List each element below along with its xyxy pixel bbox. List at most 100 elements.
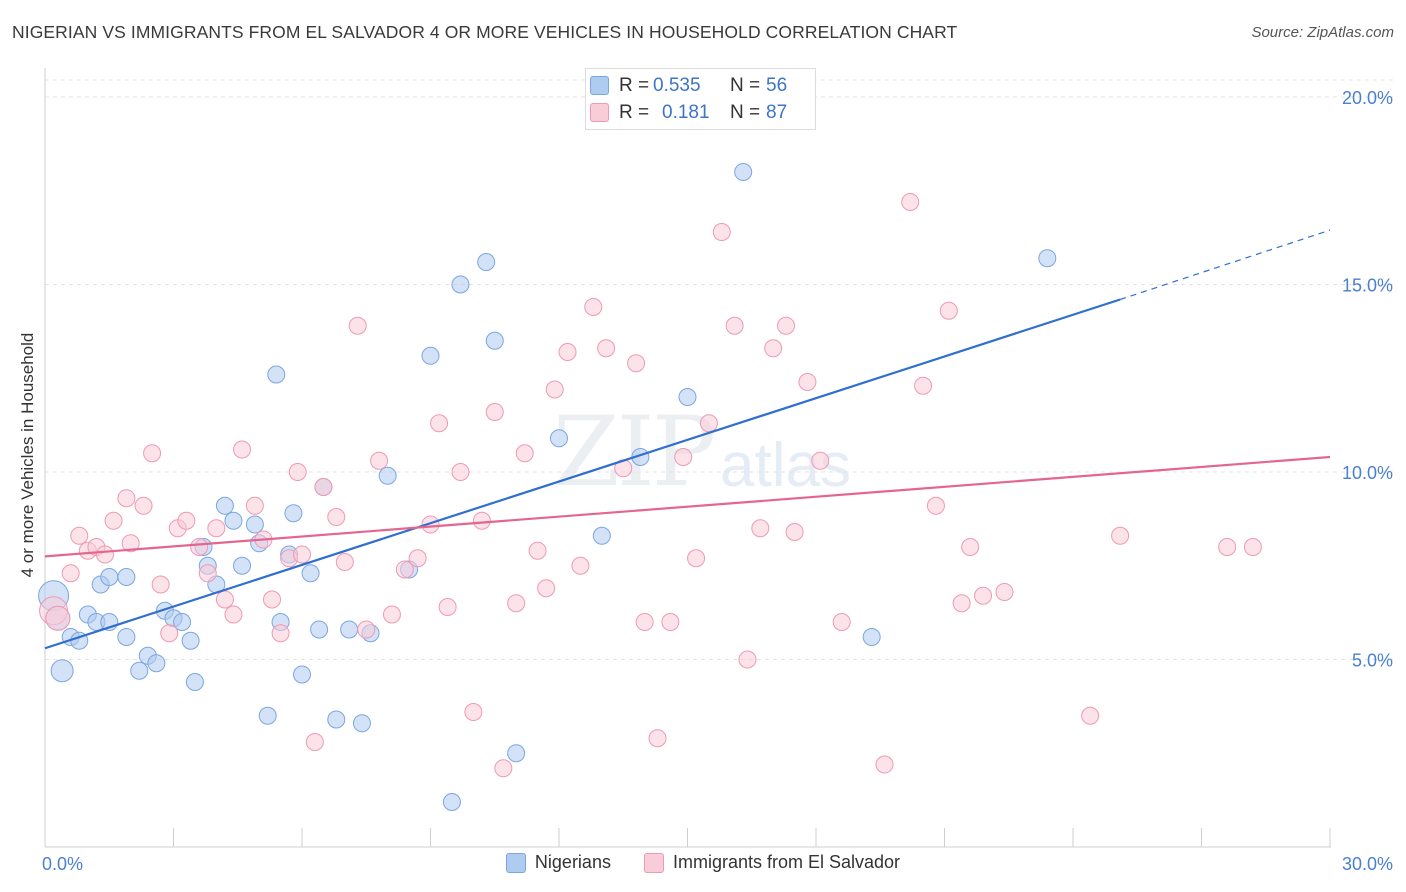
el-salvador-point xyxy=(314,478,333,496)
el-salvador-point xyxy=(177,511,196,530)
nigerians-point xyxy=(301,564,320,583)
nigerians-point xyxy=(507,744,526,763)
el-salvador-point xyxy=(1218,538,1237,556)
nigerians-point xyxy=(224,511,243,530)
nigerians-point xyxy=(117,568,136,586)
el-salvador-point xyxy=(914,376,933,395)
el-salvador-point xyxy=(712,223,731,241)
el-salvador-point xyxy=(288,463,307,481)
nigerians-point xyxy=(181,631,200,650)
y-tick-label: 15.0% xyxy=(1342,276,1393,296)
el-salvador-point xyxy=(121,534,140,553)
el-salvador-point xyxy=(494,759,513,778)
r-value: 0.181 xyxy=(662,102,710,123)
el-salvador-point xyxy=(421,515,440,534)
nigerians-point xyxy=(100,568,119,586)
el-salvador-point xyxy=(545,380,564,399)
el-salvador-point xyxy=(293,545,311,564)
el-salvador-point xyxy=(785,523,804,541)
el-salvador-point xyxy=(751,519,770,538)
el-salvador-point xyxy=(507,594,526,613)
nigerians-point xyxy=(862,628,881,646)
nigerians-point xyxy=(734,163,753,181)
nigerians-point xyxy=(185,673,204,691)
el-salvador-point xyxy=(134,496,153,515)
nigerians-swatch xyxy=(590,76,609,95)
el-salvador-point xyxy=(961,538,980,556)
el-salvador-point xyxy=(305,733,324,751)
nigerians-point xyxy=(233,556,252,575)
nigerians-point xyxy=(147,654,166,673)
nigerians-legend-swatch xyxy=(505,852,526,873)
el-salvador-point xyxy=(571,556,590,575)
r-value: 0.535 xyxy=(653,75,701,96)
el-salvador-point xyxy=(699,414,718,433)
el-salvador-point xyxy=(104,511,123,530)
legend-item-el-salvador[interactable]: Immigrants from El Salvador xyxy=(643,852,900,873)
el-salvador-swatch xyxy=(590,103,609,122)
bottom-legend: Nigerians Immigrants from El Salvador xyxy=(0,852,1406,878)
y-axis-label: 4 or more Vehicles in Household xyxy=(18,332,37,578)
el-salvador-point xyxy=(798,373,817,391)
el-salvador-point xyxy=(558,343,577,361)
n-label: N = xyxy=(730,102,761,123)
el-salvador-point xyxy=(430,414,449,433)
nigerians-point xyxy=(258,706,277,725)
el-salvador-point xyxy=(764,339,783,358)
el-salvador-point xyxy=(271,624,290,643)
el-salvador-legend-swatch xyxy=(643,852,664,873)
el-salvador-point xyxy=(408,549,427,568)
el-salvador-point xyxy=(327,508,346,526)
el-salvador-point xyxy=(198,564,217,583)
chart-title: NIGERIAN VS IMMIGRANTS FROM EL SALVADOR … xyxy=(12,22,958,42)
el-salvador-point xyxy=(335,553,354,571)
el-salvador-point xyxy=(901,193,920,211)
el-salvador-point xyxy=(1243,538,1262,556)
el-salvador-trendline xyxy=(44,455,1331,558)
el-salvador-point xyxy=(224,605,243,624)
el-salvador-point xyxy=(1081,706,1100,725)
el-salvador-point xyxy=(832,613,851,631)
correlation-legend: R = 0.535 N = 56 R = 0.181 N = 87 xyxy=(585,68,816,130)
el-salvador-point xyxy=(233,440,252,459)
el-salvador-point xyxy=(357,620,376,639)
nigerians-point xyxy=(352,714,371,733)
el-salvador-point xyxy=(485,403,504,421)
nigerians-point xyxy=(442,793,461,811)
el-salvador-point xyxy=(648,729,667,748)
el-salvador-point xyxy=(151,575,170,594)
el-salvador-point xyxy=(627,354,646,373)
el-salvador-point xyxy=(635,613,654,631)
nigerians-point xyxy=(550,429,568,448)
nigerians-trendline-extension xyxy=(1119,229,1331,301)
el-salvador-point xyxy=(451,463,470,481)
el-salvador-point xyxy=(811,451,830,470)
el-salvador-point xyxy=(464,703,483,721)
el-salvador-point xyxy=(995,583,1014,601)
x-tick-label: 0.0% xyxy=(42,854,83,874)
nigerians-point xyxy=(421,346,440,365)
el-salvador-point xyxy=(382,605,401,624)
nigerians-point xyxy=(451,275,470,294)
nigerians-point xyxy=(678,388,697,406)
el-salvador-point xyxy=(777,316,796,335)
el-salvador-point xyxy=(674,448,693,466)
el-salvador-point xyxy=(438,598,457,616)
nigerians-point xyxy=(477,253,496,271)
r-label: R = xyxy=(619,75,650,96)
el-salvador-point xyxy=(472,511,491,530)
legend-item-nigerians[interactable]: Nigerians xyxy=(505,852,611,873)
nigerians-point xyxy=(327,710,346,729)
watermark-atlas: atlas xyxy=(720,431,851,500)
nigerians-point xyxy=(173,613,192,631)
nigerians-point xyxy=(293,665,311,684)
el-salvador-point xyxy=(45,605,71,631)
x-tick-label: 30.0% xyxy=(1342,854,1393,874)
n-value: 56 xyxy=(766,75,788,96)
y-tick-label: 10.0% xyxy=(1342,463,1393,483)
el-salvador-point xyxy=(528,541,547,560)
nigerians-point xyxy=(340,620,359,639)
el-salvador-point xyxy=(207,519,226,538)
nigerians-point xyxy=(245,515,264,534)
el-salvador-point xyxy=(1111,526,1130,545)
